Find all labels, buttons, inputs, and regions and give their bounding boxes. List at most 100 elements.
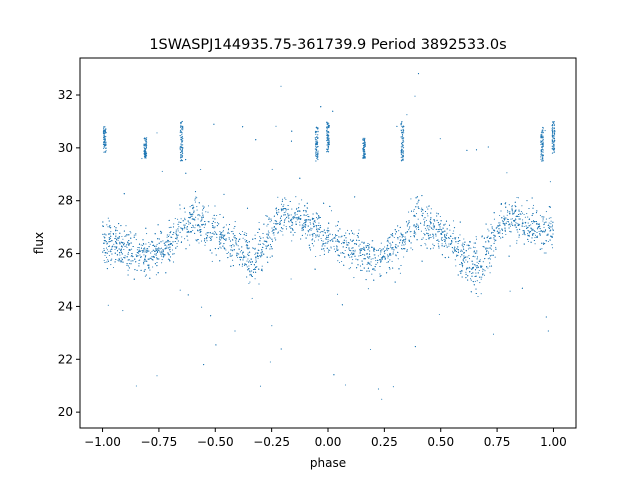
data-point	[337, 230, 339, 232]
data-point	[489, 248, 491, 250]
data-point	[519, 213, 521, 215]
data-point	[301, 224, 303, 226]
data-point	[392, 386, 394, 388]
data-point	[246, 244, 248, 246]
data-point	[326, 247, 328, 249]
data-point	[341, 304, 343, 306]
data-point	[290, 278, 292, 280]
data-point	[437, 222, 439, 224]
data-point	[488, 257, 490, 259]
data-point	[490, 265, 493, 267]
data-point	[463, 248, 465, 250]
data-point	[387, 255, 389, 257]
data-point	[222, 231, 224, 233]
data-point	[219, 246, 221, 248]
data-point	[295, 221, 297, 223]
data-point	[201, 306, 203, 308]
data-point	[193, 218, 195, 220]
data-point	[117, 259, 119, 261]
data-point	[498, 222, 500, 224]
data-point	[311, 233, 313, 236]
data-point	[426, 206, 428, 208]
data-point	[276, 221, 278, 223]
data-point	[301, 199, 303, 201]
data-point	[288, 220, 290, 222]
data-point	[430, 223, 432, 225]
data-point	[456, 254, 458, 256]
data-point	[229, 255, 231, 257]
data-point	[532, 207, 534, 209]
data-point	[148, 241, 150, 244]
data-point	[380, 242, 382, 244]
data-point	[231, 246, 233, 248]
data-point	[360, 269, 362, 271]
data-point	[532, 229, 534, 231]
data-point	[136, 269, 138, 271]
data-point	[123, 230, 125, 232]
data-point	[326, 238, 328, 240]
data-point	[311, 228, 313, 230]
data-point	[413, 210, 415, 212]
data-point	[443, 224, 445, 226]
data-point	[548, 224, 550, 226]
data-point	[271, 238, 273, 240]
data-point	[351, 256, 353, 258]
data-point	[194, 191, 197, 193]
data-point	[317, 224, 319, 227]
data-point	[193, 211, 195, 213]
data-point	[514, 201, 516, 203]
data-point	[105, 256, 108, 258]
data-point	[316, 230, 318, 232]
data-point	[543, 243, 545, 245]
data-point	[313, 218, 315, 220]
data-point	[173, 223, 175, 225]
data-point	[376, 249, 378, 251]
data-point	[368, 262, 370, 264]
data-point	[244, 239, 246, 241]
data-point	[548, 222, 550, 224]
data-point	[167, 235, 170, 238]
data-point	[425, 219, 427, 221]
data-point	[338, 255, 340, 257]
data-point	[474, 242, 477, 244]
data-point	[311, 218, 313, 220]
data-point	[508, 211, 510, 213]
data-point	[448, 237, 450, 239]
data-point	[386, 261, 388, 264]
data-point	[179, 208, 181, 210]
data-point	[417, 201, 419, 203]
data-point	[508, 204, 510, 206]
data-point	[312, 222, 314, 224]
data-point	[512, 213, 514, 215]
data-point	[143, 270, 145, 272]
data-point	[543, 222, 545, 224]
data-point	[315, 217, 318, 219]
data-point	[416, 196, 418, 198]
data-point	[104, 233, 106, 235]
data-point	[144, 256, 146, 258]
data-point	[544, 242, 546, 245]
data-point	[143, 254, 145, 256]
data-point	[448, 256, 450, 258]
data-point	[379, 273, 381, 275]
data-point	[172, 231, 175, 233]
data-point	[477, 272, 479, 274]
data-point	[552, 233, 554, 235]
data-point	[241, 253, 243, 255]
data-point	[157, 250, 159, 252]
data-point	[533, 230, 536, 232]
data-point	[432, 235, 434, 237]
data-point	[321, 240, 323, 242]
data-point	[290, 221, 293, 223]
data-point	[122, 238, 124, 240]
data-point	[155, 253, 157, 255]
data-point	[436, 212, 438, 214]
data-point	[289, 200, 291, 203]
data-point	[552, 229, 554, 231]
data-point	[438, 224, 440, 226]
data-point	[283, 221, 285, 223]
data-point	[204, 244, 206, 246]
data-point	[299, 221, 301, 223]
data-point	[409, 226, 411, 228]
data-point	[318, 236, 320, 238]
